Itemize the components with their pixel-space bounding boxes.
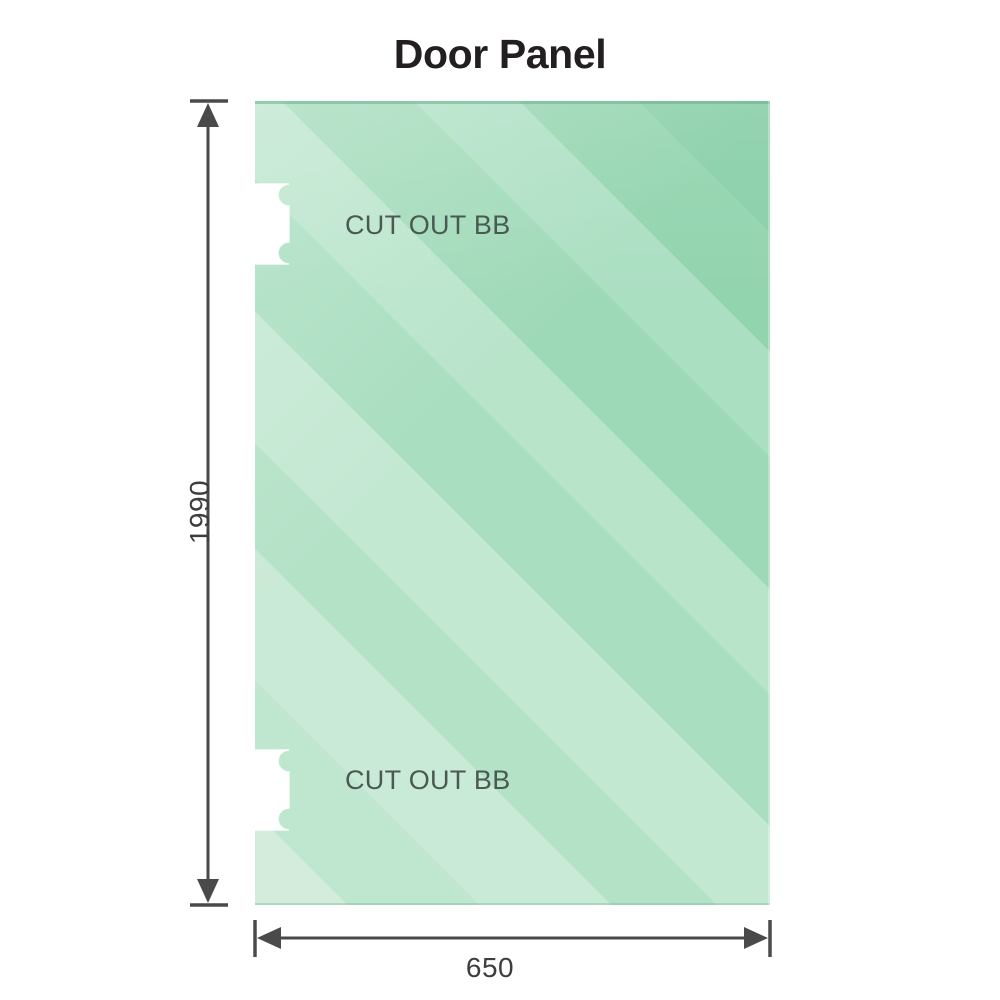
glass-right-edge [768,101,770,905]
width-dimension-label: 650 [465,952,515,983]
dimension-arrow-up-icon [197,103,219,127]
height-dimension-label: 1990 [184,479,215,545]
glass-bottom-edge [255,903,770,905]
glass-door-panel [255,101,770,905]
cutout-lower-label: CUT OUT BB [345,765,511,795]
page-title: Door Panel [393,31,607,77]
glass-top-edge [255,101,770,104]
cutout-lower-shape [255,749,290,831]
dimension-arrow-left-icon [257,927,281,949]
dimension-arrow-right-icon [744,927,768,949]
glass-reflection-overlay [255,101,770,905]
cutout-upper-label: CUT OUT BB [345,210,511,240]
cutout-upper-shape [255,183,290,265]
dimension-arrow-down-icon [197,879,219,903]
